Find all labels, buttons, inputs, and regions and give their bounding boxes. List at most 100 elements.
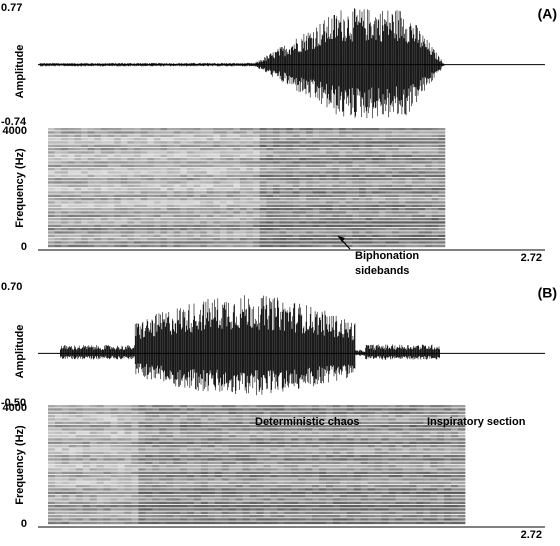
spectrogram-cell <box>277 425 285 428</box>
spectrogram-cell <box>306 198 313 201</box>
spectrogram-cell <box>89 481 97 484</box>
spectrogram-cell <box>284 511 292 514</box>
spectrogram-cell <box>220 134 227 137</box>
spectrogram-cell <box>458 485 466 488</box>
spectrogram-cell <box>81 244 88 247</box>
spectrogram-cell <box>266 168 274 171</box>
spectrogram-cell <box>305 475 313 478</box>
spectrogram-cell <box>312 441 320 444</box>
spectrogram-cell <box>326 505 334 508</box>
spectrogram-cell <box>345 128 353 131</box>
spectrogram-cell <box>242 475 250 478</box>
spectrogram-cell <box>266 221 274 224</box>
spectrogram-cell <box>221 451 230 454</box>
spectrogram-cell <box>82 481 91 484</box>
spectrogram-cell <box>306 238 313 241</box>
spectrogram-cell <box>221 445 230 448</box>
spectrogram-cell <box>438 244 446 247</box>
spectrogram-cell <box>319 495 327 498</box>
spectrogram-cell <box>292 164 300 167</box>
spectrogram-cell <box>359 234 366 237</box>
spectrogram-cell <box>325 161 333 164</box>
spectrogram-cell <box>451 501 459 504</box>
spectrogram-cell <box>256 438 264 441</box>
spectrogram-cell <box>306 128 313 131</box>
spectrogram-cell <box>306 201 313 204</box>
spectrogram-cell <box>173 211 181 214</box>
spectrogram-cell <box>117 521 125 524</box>
spectrogram-cell <box>425 231 432 234</box>
spectrogram-cell <box>398 244 406 247</box>
spectrogram-cell <box>423 518 431 521</box>
spectrogram-cell <box>214 478 223 481</box>
spectrogram-cell <box>54 161 62 164</box>
spectrogram-cell <box>326 465 334 468</box>
spectrogram-cell <box>381 505 389 508</box>
spectrogram-cell <box>180 428 188 431</box>
spectrogram-cell <box>235 505 243 508</box>
spectrogram-cell <box>339 174 346 177</box>
spectrogram-cell <box>134 171 141 174</box>
spectrogram-cell <box>96 521 104 524</box>
spectrogram-cell <box>305 405 313 408</box>
spectrogram-cell <box>48 488 56 491</box>
spectrogram-cell <box>416 445 424 448</box>
spectrogram-cell <box>279 181 287 184</box>
spectrogram-cell <box>48 478 56 481</box>
spectrogram-cell <box>67 238 75 241</box>
spectrogram-cell <box>298 458 306 461</box>
spectrogram-cell <box>228 478 236 481</box>
spectrogram-cell <box>365 244 373 247</box>
spectrogram-cell <box>372 224 380 227</box>
spectrogram-cell <box>458 411 466 414</box>
spectrogram-cell <box>67 224 75 227</box>
spectrogram-cell <box>228 428 236 431</box>
spectrogram-cell <box>207 448 216 451</box>
spectrogram-cell <box>117 408 125 411</box>
spectrogram-cell <box>107 181 115 184</box>
spectrogram-cell <box>124 428 132 431</box>
spectrogram-cell <box>152 501 160 504</box>
spectrogram-cell <box>214 421 223 424</box>
spectrogram-cell <box>131 481 139 484</box>
spectrogram-cell <box>339 244 346 247</box>
spectrogram-cell <box>206 134 214 137</box>
spectrogram-cell <box>226 188 234 191</box>
spectrogram-cell <box>160 134 168 137</box>
spectrogram-cell <box>266 148 274 151</box>
spectrogram-cell <box>292 204 300 207</box>
spectrogram-cell <box>431 168 439 171</box>
spectrogram-cell <box>372 164 380 167</box>
spectrogram-cell <box>423 428 431 431</box>
spectrogram-cell <box>117 488 125 491</box>
spectrogram-cell <box>246 131 254 134</box>
spectrogram-cell <box>365 161 373 164</box>
spectrogram-cell <box>451 465 459 468</box>
spectrogram-cell <box>187 428 195 431</box>
spectrogram-cell <box>332 234 340 237</box>
spectrogram-cell <box>134 244 141 247</box>
spectrogram-cell <box>253 181 260 184</box>
freq-axis-label: Frequency (Hz) <box>14 425 26 505</box>
spectrogram-cell <box>48 181 55 184</box>
spectrogram-cell <box>409 418 417 421</box>
spectrogram-cell <box>374 498 382 501</box>
spectrogram-cell <box>81 174 88 177</box>
spectrogram-cell <box>220 218 227 221</box>
spectrogram-cell <box>423 451 431 454</box>
spectrogram-cell <box>270 405 278 408</box>
spectrogram-cell <box>372 181 380 184</box>
spectrogram-cell <box>110 438 118 441</box>
spectrogram-cell <box>458 495 466 498</box>
spectrogram-cell <box>117 461 125 464</box>
spectrogram-cell <box>319 415 327 418</box>
spectrogram-cell <box>378 238 386 241</box>
spectrogram-cell <box>385 131 393 134</box>
spectrogram-cell <box>134 204 141 207</box>
spectrogram-cell <box>159 425 167 428</box>
spectrogram-cell <box>270 461 278 464</box>
spectrogram-cell <box>451 445 459 448</box>
spectrogram-cell <box>286 151 294 154</box>
spectrogram-cell <box>138 491 146 494</box>
spectrogram-cell <box>214 415 223 418</box>
